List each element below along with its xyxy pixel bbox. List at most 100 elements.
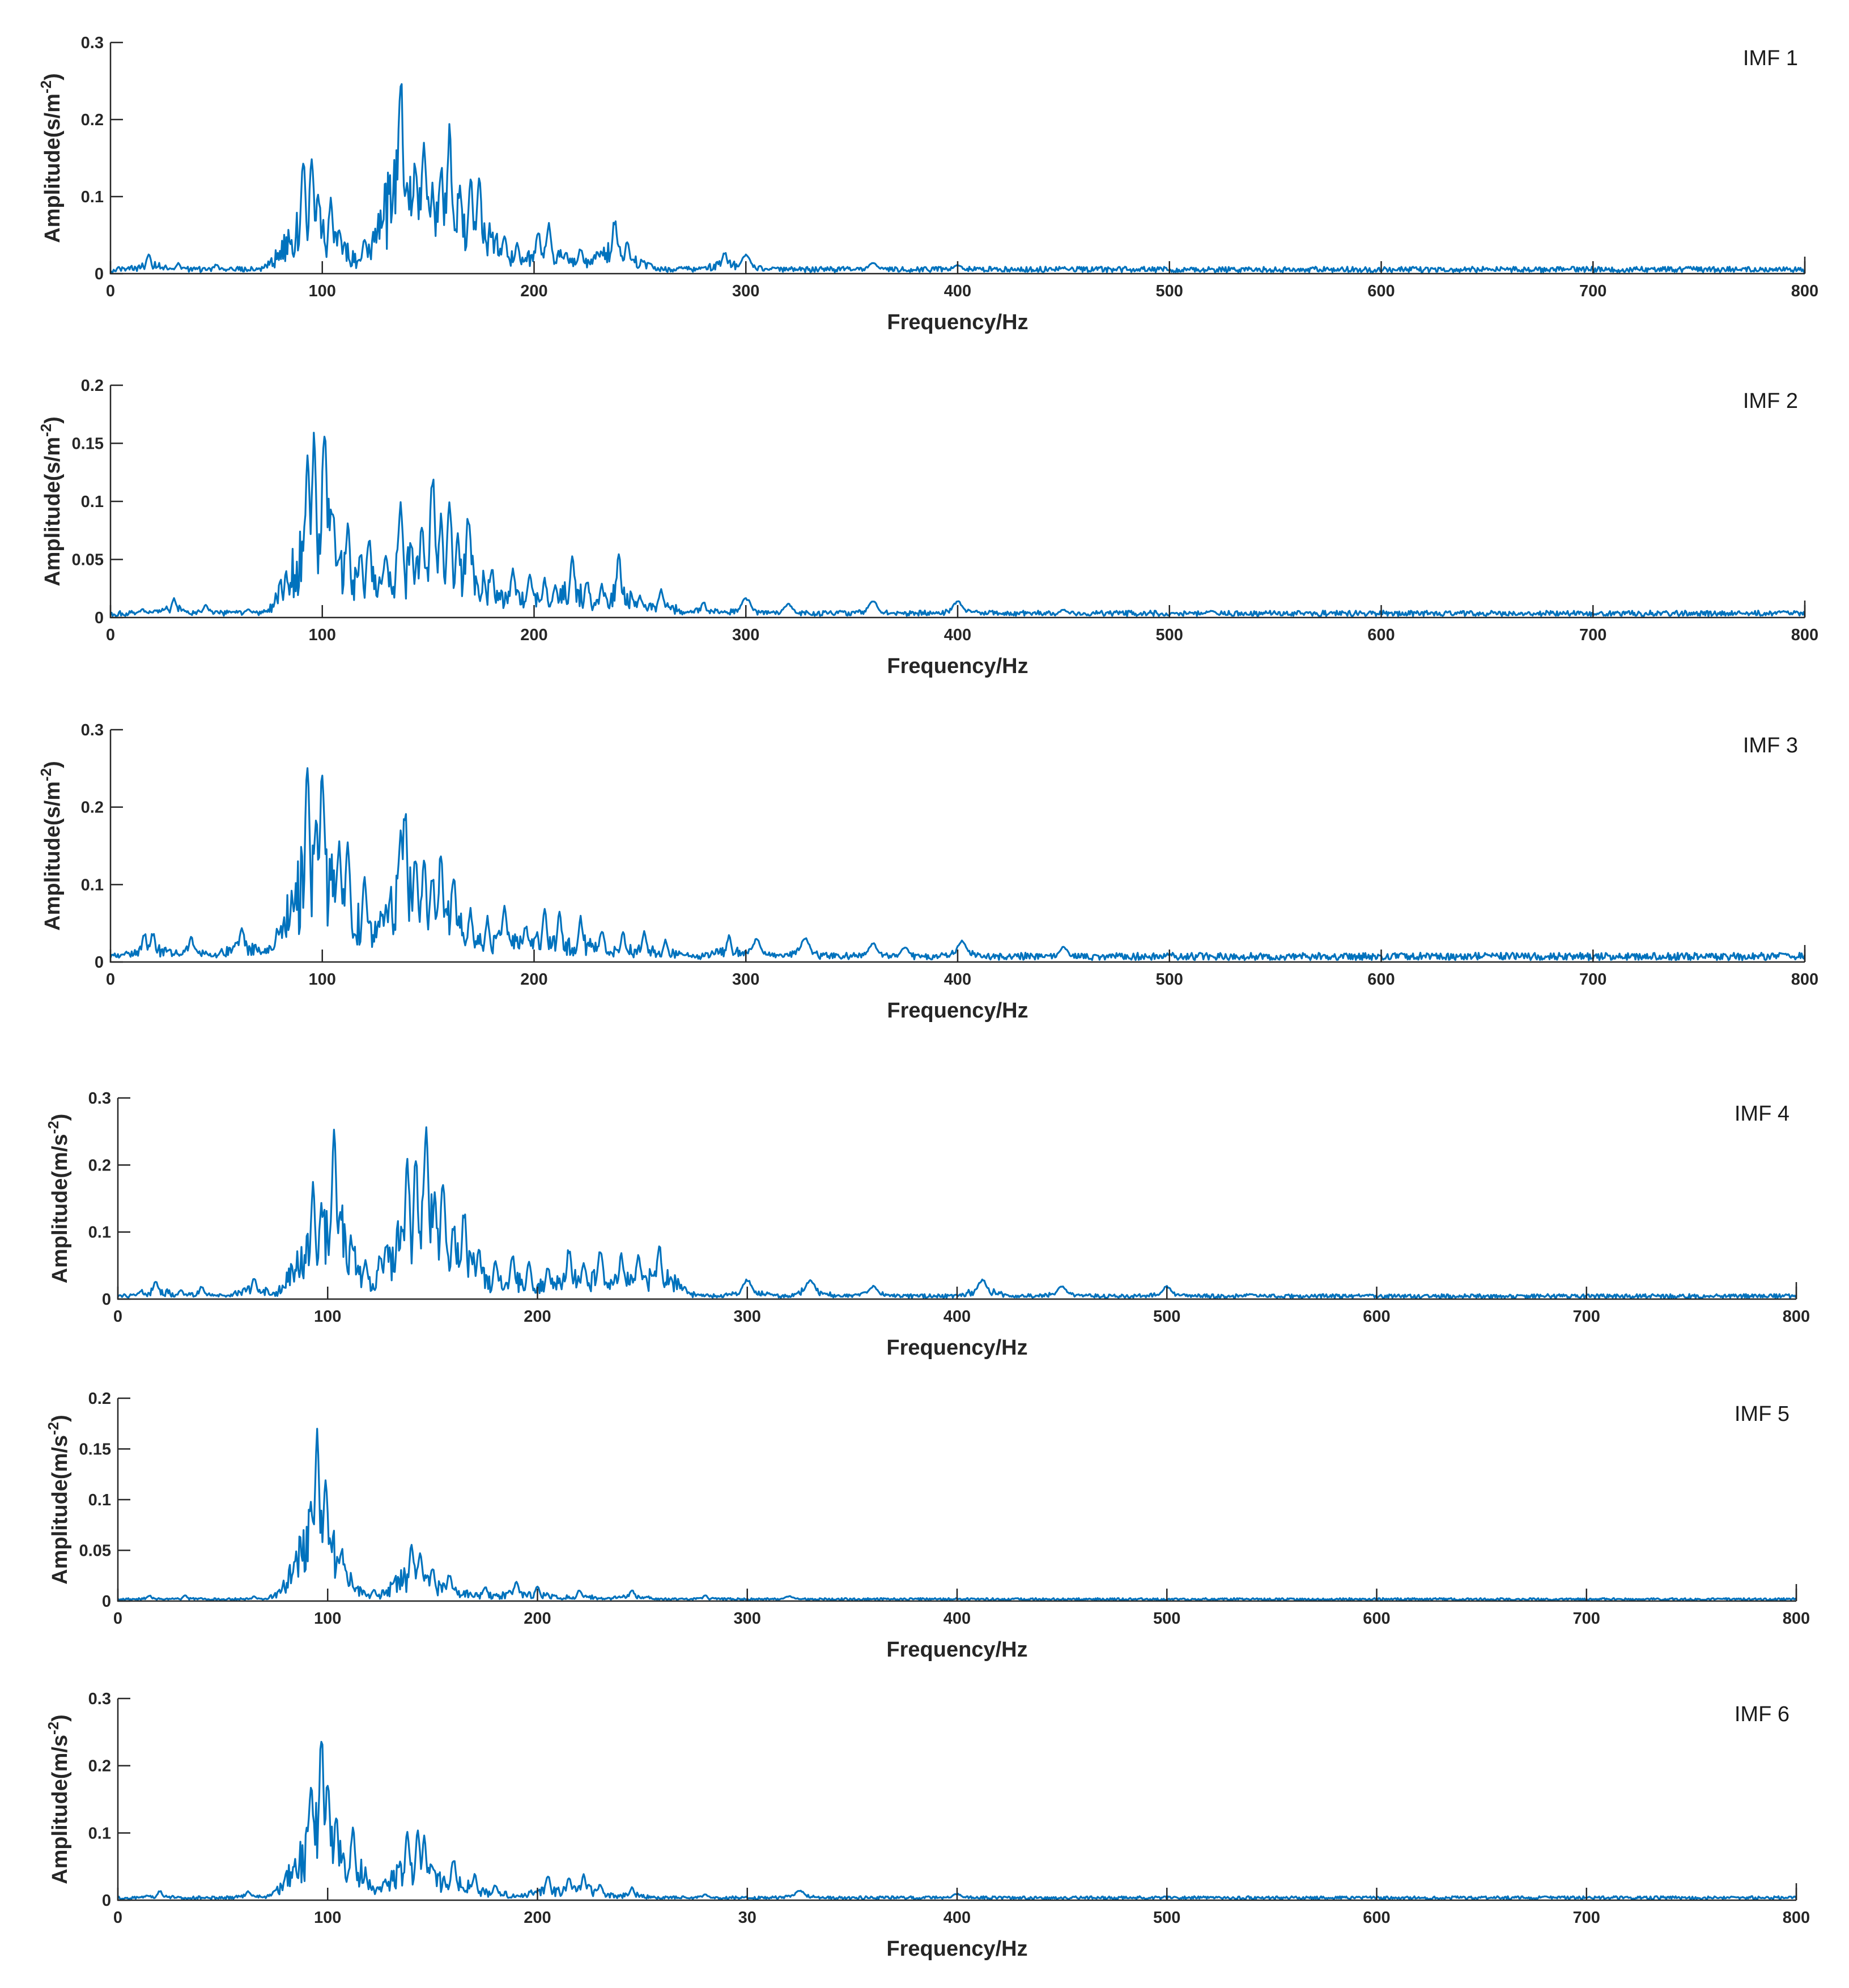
imf-3-x-tick-label: 100: [309, 970, 336, 989]
imf-1-spectrum-line: [109, 83, 1805, 274]
imf-2-y-tick-label: 0.05: [72, 551, 104, 569]
imf-1-x-tick-label: 100: [309, 282, 336, 300]
imf-3-title: IMF 3: [1743, 734, 1798, 757]
imf-1-x-tick-label: 600: [1367, 282, 1395, 300]
imf-5-axes: [117, 1398, 1797, 1602]
imf-4-axes: [117, 1098, 1797, 1300]
imf-6-x-tick-label: 400: [943, 1909, 971, 1927]
imf-3-spectrum-line: [109, 767, 1806, 961]
imf-6-y-axis-label: Amplitude(m/s-2): [45, 1714, 72, 1884]
imf-5-y-axis-label: Amplitude(m/s-2): [45, 1415, 72, 1585]
imf-5-x-ticks: 0 100 200 300 400 500 600 700 800: [113, 1589, 1810, 1628]
imf-6-x-tick-label: 200: [524, 1909, 551, 1927]
imf-5-x-tick-label: 300: [734, 1610, 761, 1628]
imf-1-y-tick-label: 0.2: [81, 111, 104, 129]
imf-4-x-tick-label: 200: [524, 1308, 551, 1326]
imf-1-y-axis-label: Amplitude(s/m-2): [37, 73, 65, 243]
imf-1-y-ticks: 0 0.1 0.2 0.3: [81, 34, 123, 283]
imf-1-y-tick-label: 0: [95, 265, 104, 283]
panel-imf-6: 0 100 200 30 400 500 600 700 800 0 0.1 0.2 0.3 IMF …: [45, 1690, 1810, 1961]
imf-3-x-tick-label: 300: [732, 970, 759, 989]
imf-5-x-tick-label: 500: [1153, 1610, 1180, 1628]
imf-4-x-tick-label: 600: [1363, 1308, 1390, 1326]
imf-5-y-ticks: 0 0.05 0.1 0.15 0.2: [79, 1390, 130, 1611]
imf-5-y-tick-label: 0.2: [88, 1390, 111, 1408]
imf-1-y-tick-label: 0.1: [81, 188, 104, 206]
imf-2-x-ticks: 0 100 200 300 400 500 600 700 800: [106, 605, 1818, 644]
imf-2-title: IMF 2: [1743, 389, 1798, 413]
imf-5-y-tick-label: 0.15: [79, 1441, 111, 1459]
imf-6-x-tick-label: 800: [1783, 1909, 1810, 1927]
imf-6-x-tick-label: 30: [738, 1909, 756, 1927]
imf-5-y-tick-label: 0.05: [79, 1542, 111, 1560]
imf-6-x-ticks: 0 100 200 30 400 500 600 700 800: [113, 1888, 1810, 1927]
imf-3-x-axis-label: Frequency/Hz: [887, 999, 1028, 1023]
imf-1-x-ticks: 0 100 200 300 400 500 600 700 800: [106, 261, 1818, 300]
imf-3-x-tick-label: 0: [106, 970, 115, 989]
imf-6-x-tick-label: 100: [314, 1909, 341, 1927]
imf-6-y-tick-label: 0.2: [88, 1757, 111, 1776]
imf-6-x-tick-label: 700: [1573, 1909, 1600, 1927]
imf-4-spectrum-line: [117, 1126, 1797, 1299]
imf-2-x-tick-label: 700: [1579, 626, 1606, 644]
imf-3-x-ticks: 0 100 200 300 400 500 600 700 800: [106, 950, 1818, 989]
imf-3-x-tick-label: 700: [1579, 970, 1606, 989]
imf-6-x-axis-label: Frequency/Hz: [886, 1937, 1027, 1961]
imf-2-y-axis-label: Amplitude(s/m-2): [37, 416, 65, 586]
imf-5-y-tick-label: 0.1: [88, 1491, 111, 1509]
imf-5-x-tick-label: 0: [113, 1610, 122, 1628]
imf-6-y-tick-label: 0.3: [88, 1690, 111, 1708]
imf-1-axes: [109, 42, 1806, 275]
imf-4-x-tick-label: 100: [314, 1308, 341, 1326]
imf-4-title: IMF 4: [1735, 1102, 1790, 1126]
imf-1-x-tick-label: 300: [732, 282, 759, 300]
imf-2-spectrum-line: [109, 432, 1806, 618]
imf-4-x-tick-label: 300: [734, 1308, 761, 1326]
imf-2-x-tick-label: 200: [520, 626, 547, 644]
imf-5-x-tick-label: 200: [524, 1610, 551, 1628]
imf-4-x-axis-label: Frequency/Hz: [886, 1336, 1027, 1360]
imf-4-y-axis-label: Amplitude(m/s-2): [45, 1114, 72, 1284]
imf-4-x-tick-label: 400: [943, 1308, 971, 1326]
imf-3-x-tick-label: 800: [1791, 970, 1818, 989]
imf-3-y-tick-label: 0.1: [81, 876, 104, 894]
imf-5-x-tick-label: 700: [1573, 1610, 1600, 1628]
imf-4-x-tick-label: 700: [1573, 1308, 1600, 1326]
imf-2-x-axis-label: Frequency/Hz: [887, 654, 1028, 678]
imf-5-title: IMF 5: [1735, 1402, 1790, 1426]
imf-2-x-tick-label: 400: [944, 626, 971, 644]
imf-6-y-tick-label: 0.1: [88, 1824, 111, 1842]
imf-6-x-tick-label: 600: [1363, 1909, 1390, 1927]
imf-1-title: IMF 1: [1743, 46, 1798, 70]
imf-2-y-tick-label: 0.15: [72, 435, 104, 453]
imf-2-x-tick-label: 100: [309, 626, 336, 644]
imf-2-x-tick-label: 300: [732, 626, 759, 644]
imf-2-y-tick-label: 0.1: [81, 493, 104, 511]
panel-imf-2: 0 100 200 300 400 500 600 700 800 0 0.05 0.1 0.15 0.…: [37, 377, 1818, 678]
imf-1-x-axis-label: Frequency/Hz: [887, 310, 1028, 334]
imf-4-x-ticks: 0 100 200 300 400 500 600 700 800: [113, 1287, 1810, 1326]
imf-1-x-tick-label: 800: [1791, 282, 1818, 300]
imf-6-x-tick-label: 500: [1153, 1909, 1180, 1927]
imf-3-x-tick-label: 200: [520, 970, 547, 989]
imf-3-x-tick-label: 600: [1367, 970, 1395, 989]
imf-2-x-tick-label: 0: [106, 626, 115, 644]
imf-2-y-tick-label: 0.2: [81, 377, 104, 395]
imf-1-x-tick-label: 400: [944, 282, 971, 300]
imf-2-x-tick-label: 800: [1791, 626, 1818, 644]
panel-imf-1: 0 100 200 300 400 500 600 700 800 0 0.1 0.2 0.3 IMF…: [37, 34, 1818, 334]
panel-imf-3: 0 100 200 300 400 500 600 700 800 0 0.1 0.2 0.3 IMF…: [37, 721, 1818, 1023]
imf-3-x-tick-label: 500: [1156, 970, 1183, 989]
imf-4-y-tick-label: 0: [102, 1291, 111, 1309]
imf-1-x-tick-label: 200: [520, 282, 547, 300]
imf-6-title: IMF 6: [1735, 1702, 1790, 1726]
imf-3-y-tick-label: 0: [95, 953, 104, 972]
panel-imf-4: 0 100 200 300 400 500 600 700 800 0 0.1 0.2 0.3 IMF…: [45, 1089, 1810, 1360]
imf-1-x-tick-label: 500: [1156, 282, 1183, 300]
imf-4-x-tick-label: 500: [1153, 1308, 1180, 1326]
imf-6-y-tick-label: 0: [102, 1892, 111, 1910]
imf-3-axes: [109, 730, 1806, 963]
imf-1-x-tick-label: 0: [106, 282, 115, 300]
imf-5-x-tick-label: 600: [1363, 1610, 1390, 1628]
